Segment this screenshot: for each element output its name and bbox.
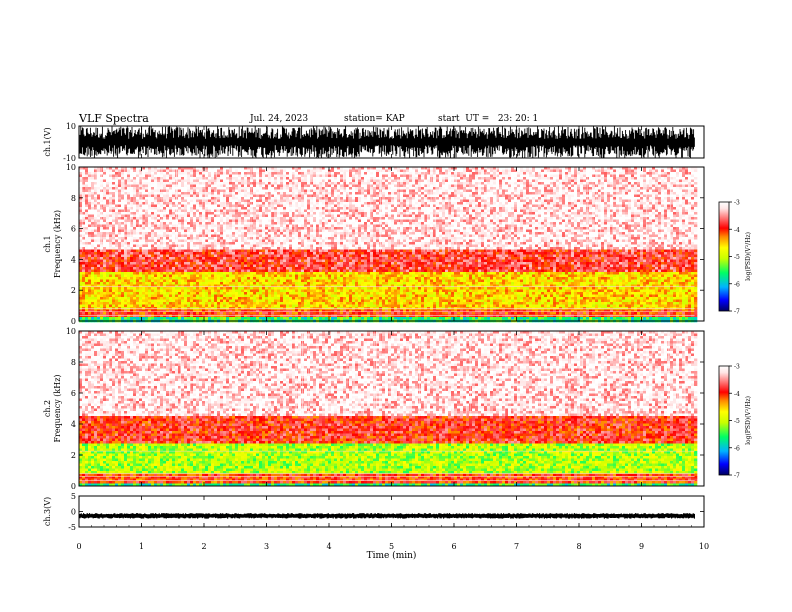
ch1-spectrogram-y-tick-label: 10 xyxy=(66,163,76,172)
ch2-spectrogram-colorbar xyxy=(718,365,730,476)
x-tick-label: 1 xyxy=(139,542,144,551)
ch1-y-tick-label: 10 xyxy=(66,122,76,131)
x-tick-label: 3 xyxy=(264,542,269,551)
ch1-spectrogram-colorbar-label: log(PSD)(V²/Hz) xyxy=(745,232,752,281)
ch1-spectrogram-colorbar-tick-label: -3 xyxy=(734,200,740,207)
ch2-spectrogram-colorbar-tick-label: -4 xyxy=(734,391,740,398)
ch2-spectrogram-colorbar-tick-label: -3 xyxy=(734,364,740,371)
ch2-spectrogram-y-tick-label: 2 xyxy=(71,451,76,460)
ch2-spectrogram-colorbar-tick-label: -5 xyxy=(734,418,740,425)
ch2-spectrogram-y-tick-label: 4 xyxy=(71,420,76,429)
ch1-spectrogram-y-tick-label: 2 xyxy=(71,286,76,295)
ch1-spectrogram-y-tick-label: 6 xyxy=(71,225,76,234)
ch1-spectrogram-colorbar-tick-label: -4 xyxy=(734,227,740,234)
ch1-spectrogram-colorbar xyxy=(718,201,730,312)
ch2-spectrogram-y-tick-label: 0 xyxy=(71,482,76,491)
ch2-spectrogram-y-tick-label: 6 xyxy=(71,389,76,398)
ch3-y-tick-label: 0 xyxy=(71,508,76,517)
ch3-waveform-frame xyxy=(78,495,705,528)
x-tick-label: 7 xyxy=(514,542,519,551)
ch1-spectrogram-heatmap xyxy=(79,167,698,323)
ch3-waveform-trace xyxy=(79,513,695,519)
x-tick-label: 0 xyxy=(76,542,81,551)
ch2-spectrogram-y-tick-label: 8 xyxy=(71,358,76,367)
ch1-y-tick-label: -10 xyxy=(63,154,76,163)
x-tick-label: 10 xyxy=(699,542,709,551)
chart-title: VLF Spectra xyxy=(79,112,149,125)
ch1-waveform-trace xyxy=(79,126,695,158)
station-label: station= KAP xyxy=(344,114,405,124)
ch1-spectrogram-y-axis-label: ch.1Frequency (kHz) xyxy=(43,210,62,278)
ch2-spectrogram-y-axis-label: ch.2Frequency (kHz) xyxy=(43,374,62,442)
ch2-spectrogram-colorbar-tick-label: -7 xyxy=(734,473,740,480)
ch3-y-tick-label: -5 xyxy=(68,523,76,532)
ch3-y-tick-label: 5 xyxy=(71,492,76,501)
ch3-y-axis-label: ch.3(V) xyxy=(43,497,52,526)
ch1-spectrogram-y-tick-label: 8 xyxy=(71,194,76,203)
ch2-spectrogram-colorbar-tick-label: -6 xyxy=(734,445,740,452)
ch2-spectrogram-y-tick-label: 10 xyxy=(66,327,76,336)
x-tick-label: 2 xyxy=(201,542,206,551)
ch2-spectrogram-colorbar-label: log(PSD)(V²/Hz) xyxy=(745,396,752,445)
ch1-spectrogram-y-tick-label: 0 xyxy=(71,317,76,326)
ch1-y-axis-label: ch.1(V) xyxy=(43,127,52,156)
date-label: Jul. 24, 2023 xyxy=(250,114,308,124)
ch1-spectrogram-colorbar-tick-label: -7 xyxy=(734,309,740,316)
start-time-label: start UT = 23: 20: 1 xyxy=(438,114,538,124)
x-axis-label: Time (min) xyxy=(367,550,417,561)
x-tick-label: 6 xyxy=(451,542,456,551)
ch2-spectrogram-heatmap xyxy=(79,331,698,487)
x-tick-label: 5 xyxy=(389,542,394,551)
x-tick-label: 4 xyxy=(326,542,331,551)
x-tick-label: 8 xyxy=(576,542,581,551)
ch1-spectrogram-colorbar-tick-label: -6 xyxy=(734,281,740,288)
x-tick-label: 9 xyxy=(639,542,644,551)
ch1-spectrogram-colorbar-tick-label: -5 xyxy=(734,254,740,261)
ch1-spectrogram-y-tick-label: 4 xyxy=(71,255,76,264)
